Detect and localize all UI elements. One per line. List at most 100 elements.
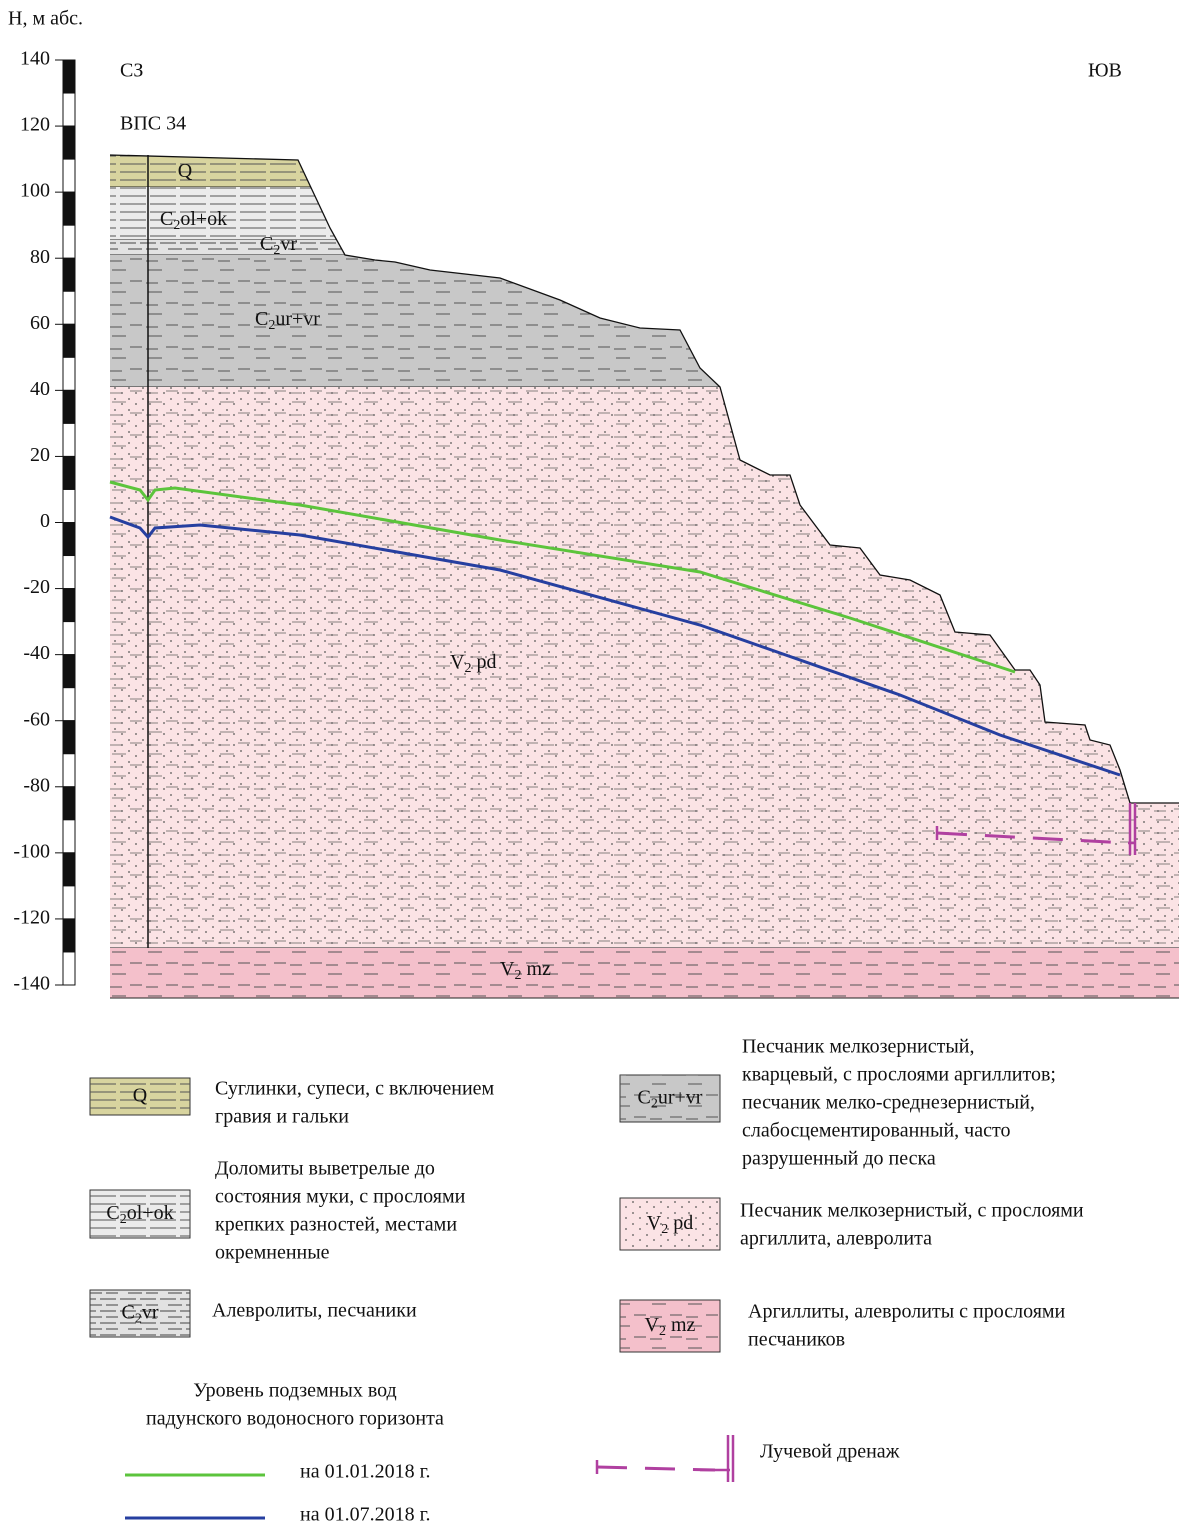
subscript: 2 xyxy=(661,1222,668,1237)
label-part: pd xyxy=(668,1212,693,1234)
legend-drain-end xyxy=(597,1435,733,1482)
y-tick-label: 120 xyxy=(20,114,50,136)
ruler-segment xyxy=(63,589,75,622)
legend-text: песчаников xyxy=(748,1329,845,1351)
label-part: ur+vr xyxy=(658,1086,703,1108)
layer-hatch xyxy=(110,948,1179,998)
subscript: 2 xyxy=(464,661,471,676)
layer-label: C2ol+ok xyxy=(160,208,227,234)
geologic-section: 140120100806040200-20-40-60-80-100-120-1… xyxy=(0,0,1179,1523)
axis-label: Н, м абс. xyxy=(8,8,83,30)
legend-text: кварцевый, с прослоями аргиллитов; xyxy=(742,1064,1056,1086)
label-part: Q xyxy=(178,160,193,182)
label-part: C xyxy=(160,208,173,230)
subscript: 2 xyxy=(651,1097,658,1112)
ruler-segment xyxy=(63,390,75,423)
legend-text: на 01.01.2018 г. xyxy=(300,1461,431,1483)
ruler-segment xyxy=(63,622,75,655)
y-tick-label: 0 xyxy=(40,510,50,532)
label-part: vr xyxy=(142,1301,159,1323)
subscript: 2 xyxy=(659,1324,666,1339)
y-tick-label: -60 xyxy=(23,708,50,730)
label-part: vr xyxy=(280,233,297,255)
ruler-segment xyxy=(63,60,75,93)
ruler-segment xyxy=(63,456,75,489)
legend-text: гравия и гальки xyxy=(215,1106,349,1128)
label-part: Q xyxy=(133,1084,148,1106)
ruler-segment xyxy=(63,556,75,589)
label-part: pd xyxy=(471,651,496,673)
ruler-segment xyxy=(63,754,75,787)
legend-text: Суглинки, супеси, с включением xyxy=(215,1078,495,1100)
y-tick-label: -40 xyxy=(23,642,50,664)
layer-label: V2 mz xyxy=(645,1314,696,1340)
ruler-segment xyxy=(63,159,75,192)
label-part: C xyxy=(255,308,268,330)
layer-label: C2ur+vr xyxy=(255,308,320,334)
label-part: ol+ok xyxy=(127,1202,174,1224)
legend-text: состояния муки, с прослоями xyxy=(215,1186,466,1208)
y-tick-label: 80 xyxy=(30,246,50,268)
legend-text: Лучевой дренаж xyxy=(760,1441,900,1463)
ruler-segment xyxy=(63,688,75,721)
label-part: C xyxy=(106,1202,119,1224)
y-tick-label: -140 xyxy=(13,973,50,995)
ruler-segment xyxy=(63,655,75,688)
legend-text: Аргиллиты, алевролиты с прослоями xyxy=(748,1301,1066,1323)
label-part: mz xyxy=(666,1314,696,1336)
legend-text: песчаник мелко-среднезернистый, xyxy=(742,1092,1035,1114)
layer-label: C2ol+ok xyxy=(106,1202,173,1228)
y-tick-label: -100 xyxy=(13,840,50,862)
direction: ЮВ xyxy=(1088,60,1122,82)
label-part: C xyxy=(260,233,273,255)
ruler-segment xyxy=(63,324,75,357)
label-part: ol+ok xyxy=(180,208,227,230)
y-tick-label: 40 xyxy=(30,378,50,400)
legend-text: Алевролиты, песчаники xyxy=(212,1300,417,1322)
subscript: 2 xyxy=(268,318,275,333)
layer-label: V2 pd xyxy=(450,651,496,677)
legend-text: Песчаник мелкозернистый, с прослоями xyxy=(740,1200,1084,1222)
label-part: C xyxy=(121,1301,134,1323)
legend-text: на 01.07.2018 г. xyxy=(300,1504,431,1523)
ruler-segment xyxy=(63,721,75,754)
well-label: ВПС 34 xyxy=(120,113,186,135)
legend-text: разрушенный до песка xyxy=(742,1148,936,1170)
ruler-segment xyxy=(63,93,75,126)
layer-label: C2ur+vr xyxy=(638,1086,703,1112)
legend-text: слабосцементированный, часто xyxy=(742,1120,1010,1142)
ruler-segment xyxy=(63,820,75,853)
label-part: mz xyxy=(521,958,551,980)
legend-text: аргиллита, алевролита xyxy=(740,1228,932,1250)
layer-label: V2 pd xyxy=(647,1212,693,1238)
legend-title: Уровень подземных вод xyxy=(193,1380,396,1402)
subscript: 2 xyxy=(120,1212,127,1227)
legend-text: Доломиты выветрелые до xyxy=(215,1158,435,1180)
ruler-segment xyxy=(63,952,75,985)
label-part: C xyxy=(638,1086,651,1108)
ruler-segment xyxy=(63,423,75,456)
ruler-segment xyxy=(63,523,75,556)
legend-drain xyxy=(597,1467,715,1470)
label-part: V xyxy=(450,651,465,673)
y-tick-label: -80 xyxy=(23,774,50,796)
ruler-segment xyxy=(63,489,75,522)
label-part: V xyxy=(645,1314,660,1336)
y-tick-label: -120 xyxy=(13,907,50,929)
ruler-segment xyxy=(63,919,75,952)
legend-title: падунского водоносного горизонта xyxy=(146,1408,444,1430)
ruler-segment xyxy=(63,291,75,324)
ruler-segment xyxy=(63,886,75,919)
subscript: 2 xyxy=(135,1312,142,1327)
layer-label: Q xyxy=(178,160,193,182)
ruler-segment xyxy=(63,258,75,291)
subscript: 2 xyxy=(514,968,521,983)
y-tick-label: 60 xyxy=(30,312,50,334)
ruler-segment xyxy=(63,192,75,225)
ruler-segment xyxy=(63,787,75,820)
direction: СЗ xyxy=(120,60,143,82)
y-tick-label: 140 xyxy=(20,48,50,70)
ruler-segment xyxy=(63,126,75,159)
layer-label: V2 mz xyxy=(500,958,551,984)
subscript: 2 xyxy=(173,218,180,233)
